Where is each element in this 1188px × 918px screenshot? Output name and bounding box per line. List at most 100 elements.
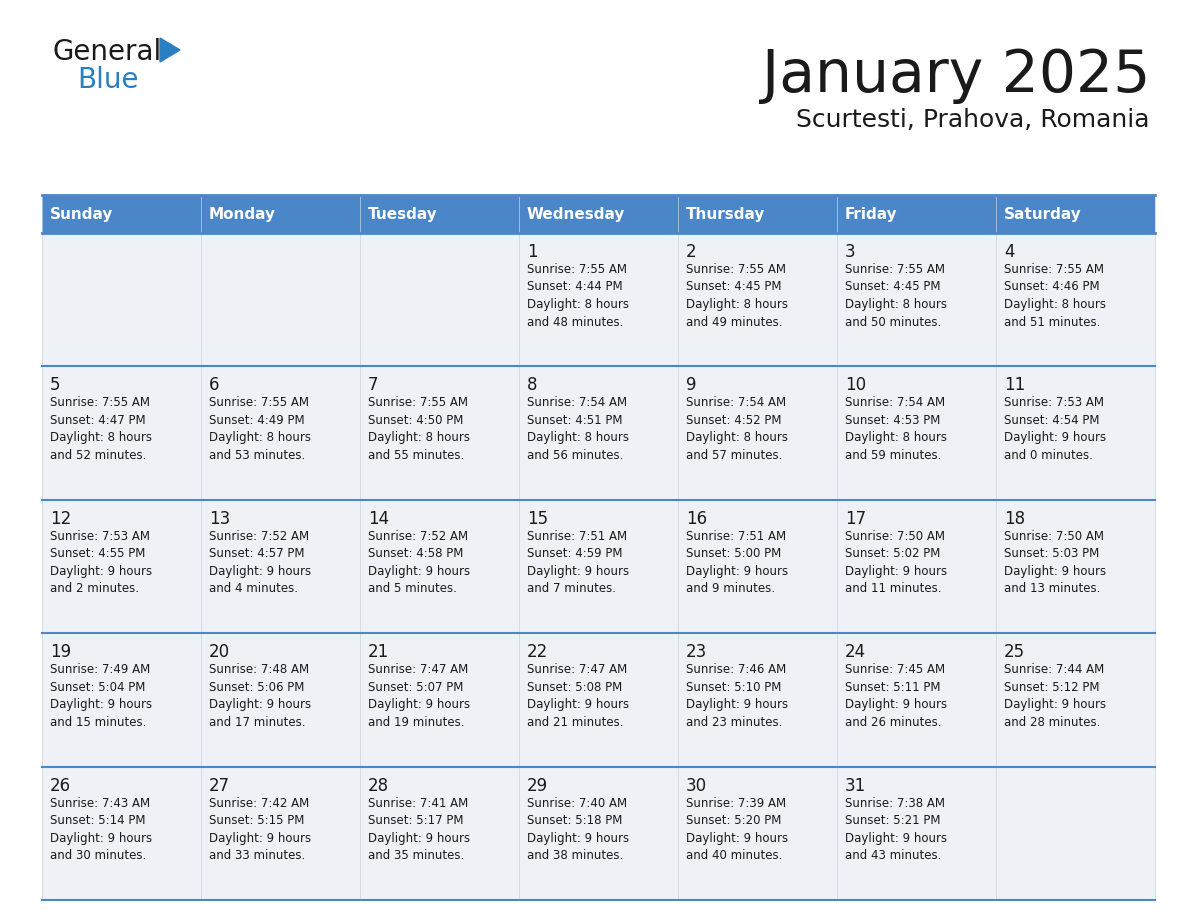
Text: Daylight: 9 hours: Daylight: 9 hours (209, 832, 311, 845)
Text: and 38 minutes.: and 38 minutes. (527, 849, 624, 862)
Text: Daylight: 9 hours: Daylight: 9 hours (50, 565, 152, 577)
Text: Sunset: 4:45 PM: Sunset: 4:45 PM (845, 281, 941, 294)
Text: Daylight: 8 hours: Daylight: 8 hours (527, 298, 628, 311)
Bar (42, 767, 201, 900)
Bar (42, 633, 201, 767)
Bar (838, 633, 996, 767)
Text: Daylight: 9 hours: Daylight: 9 hours (845, 565, 947, 577)
Text: Sunset: 4:44 PM: Sunset: 4:44 PM (527, 281, 623, 294)
Text: and 56 minutes.: and 56 minutes. (527, 449, 624, 462)
Text: Sunrise: 7:55 AM: Sunrise: 7:55 AM (209, 397, 309, 409)
Text: Sunset: 5:06 PM: Sunset: 5:06 PM (209, 681, 304, 694)
Text: Scurtesti, Prahova, Romania: Scurtesti, Prahova, Romania (796, 108, 1150, 132)
Text: Thursday: Thursday (685, 207, 765, 221)
Text: Sunrise: 7:39 AM: Sunrise: 7:39 AM (685, 797, 786, 810)
Text: Sunrise: 7:53 AM: Sunrise: 7:53 AM (50, 530, 150, 543)
Text: Sunrise: 7:53 AM: Sunrise: 7:53 AM (1004, 397, 1104, 409)
Text: 13: 13 (209, 509, 230, 528)
Text: Monday: Monday (209, 207, 276, 221)
Text: Sunrise: 7:54 AM: Sunrise: 7:54 AM (685, 397, 786, 409)
Text: and 43 minutes.: and 43 minutes. (845, 849, 941, 862)
Bar (360, 233, 519, 366)
Text: 11: 11 (1004, 376, 1025, 395)
Text: Sunrise: 7:52 AM: Sunrise: 7:52 AM (368, 530, 468, 543)
Bar (678, 633, 838, 767)
Bar (838, 499, 996, 633)
Text: Daylight: 9 hours: Daylight: 9 hours (368, 832, 470, 845)
Text: 5: 5 (50, 376, 61, 395)
Text: Sunrise: 7:55 AM: Sunrise: 7:55 AM (1004, 263, 1104, 276)
Text: and 28 minutes.: and 28 minutes. (1004, 716, 1100, 729)
Text: Sunset: 4:55 PM: Sunset: 4:55 PM (50, 547, 145, 560)
Bar (201, 233, 360, 366)
Text: Sunset: 5:02 PM: Sunset: 5:02 PM (845, 547, 941, 560)
Text: and 50 minutes.: and 50 minutes. (845, 316, 941, 329)
Text: 30: 30 (685, 777, 707, 795)
Text: Sunrise: 7:49 AM: Sunrise: 7:49 AM (50, 663, 150, 677)
Text: Sunrise: 7:43 AM: Sunrise: 7:43 AM (50, 797, 150, 810)
Text: Sunset: 4:52 PM: Sunset: 4:52 PM (685, 414, 782, 427)
Text: 17: 17 (845, 509, 866, 528)
Text: Sunrise: 7:45 AM: Sunrise: 7:45 AM (845, 663, 946, 677)
Text: Daylight: 8 hours: Daylight: 8 hours (845, 431, 947, 444)
Text: Sunrise: 7:50 AM: Sunrise: 7:50 AM (845, 530, 944, 543)
Text: Daylight: 8 hours: Daylight: 8 hours (685, 431, 788, 444)
Bar (996, 633, 1155, 767)
Text: 4: 4 (1004, 243, 1015, 261)
Text: Daylight: 9 hours: Daylight: 9 hours (845, 699, 947, 711)
Text: Sunrise: 7:48 AM: Sunrise: 7:48 AM (209, 663, 309, 677)
Text: Sunrise: 7:54 AM: Sunrise: 7:54 AM (527, 397, 627, 409)
Text: and 26 minutes.: and 26 minutes. (845, 716, 942, 729)
Text: Sunrise: 7:38 AM: Sunrise: 7:38 AM (845, 797, 944, 810)
Text: 25: 25 (1004, 644, 1025, 661)
Text: 3: 3 (845, 243, 855, 261)
Text: 28: 28 (368, 777, 390, 795)
Text: and 30 minutes.: and 30 minutes. (50, 849, 146, 862)
Text: Daylight: 9 hours: Daylight: 9 hours (685, 699, 788, 711)
Text: Sunrise: 7:51 AM: Sunrise: 7:51 AM (685, 530, 786, 543)
Text: 20: 20 (209, 644, 230, 661)
Text: and 48 minutes.: and 48 minutes. (527, 316, 624, 329)
Bar (519, 233, 678, 366)
Text: Sunset: 5:11 PM: Sunset: 5:11 PM (845, 681, 941, 694)
Text: 23: 23 (685, 644, 707, 661)
Text: Sunrise: 7:55 AM: Sunrise: 7:55 AM (50, 397, 150, 409)
Text: and 23 minutes.: and 23 minutes. (685, 716, 783, 729)
Text: 12: 12 (50, 509, 71, 528)
Text: 10: 10 (845, 376, 866, 395)
Bar (678, 499, 838, 633)
Text: and 9 minutes.: and 9 minutes. (685, 582, 775, 595)
Text: Sunset: 4:57 PM: Sunset: 4:57 PM (209, 547, 304, 560)
Text: Sunset: 4:46 PM: Sunset: 4:46 PM (1004, 281, 1100, 294)
Text: and 59 minutes.: and 59 minutes. (845, 449, 941, 462)
Text: and 49 minutes.: and 49 minutes. (685, 316, 783, 329)
Text: Sunset: 5:00 PM: Sunset: 5:00 PM (685, 547, 782, 560)
Text: and 33 minutes.: and 33 minutes. (209, 849, 305, 862)
Text: Sunrise: 7:54 AM: Sunrise: 7:54 AM (845, 397, 946, 409)
Text: Daylight: 9 hours: Daylight: 9 hours (368, 699, 470, 711)
Text: Daylight: 9 hours: Daylight: 9 hours (685, 832, 788, 845)
Text: and 53 minutes.: and 53 minutes. (209, 449, 305, 462)
Bar (360, 366, 519, 499)
Text: Daylight: 9 hours: Daylight: 9 hours (527, 832, 630, 845)
Text: Wednesday: Wednesday (527, 207, 625, 221)
Text: Sunrise: 7:47 AM: Sunrise: 7:47 AM (368, 663, 468, 677)
Text: and 11 minutes.: and 11 minutes. (845, 582, 942, 595)
Bar (360, 499, 519, 633)
Text: Tuesday: Tuesday (368, 207, 437, 221)
Text: 15: 15 (527, 509, 548, 528)
Bar (519, 767, 678, 900)
Text: and 40 minutes.: and 40 minutes. (685, 849, 783, 862)
Text: 29: 29 (527, 777, 548, 795)
Text: Daylight: 9 hours: Daylight: 9 hours (50, 832, 152, 845)
Text: 1: 1 (527, 243, 538, 261)
Bar (838, 767, 996, 900)
Text: Daylight: 9 hours: Daylight: 9 hours (1004, 565, 1106, 577)
Text: Sunset: 4:45 PM: Sunset: 4:45 PM (685, 281, 782, 294)
Bar (996, 767, 1155, 900)
Text: Sunrise: 7:44 AM: Sunrise: 7:44 AM (1004, 663, 1105, 677)
Bar (42, 195, 201, 233)
Text: and 35 minutes.: and 35 minutes. (368, 849, 465, 862)
Text: Sunset: 4:58 PM: Sunset: 4:58 PM (368, 547, 463, 560)
Bar (201, 499, 360, 633)
